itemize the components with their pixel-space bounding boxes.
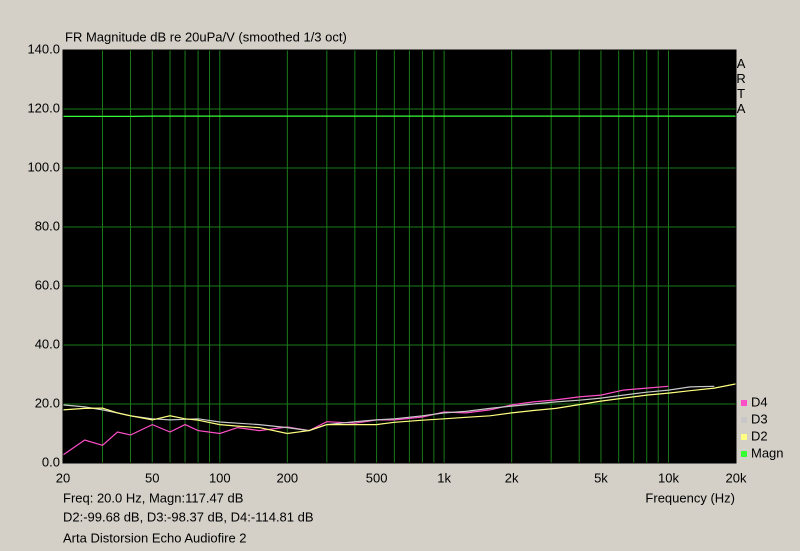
y-tick-label: 20.0 — [35, 395, 60, 410]
readout: Freq: 20.0 Hz, Magn:117.47 dB — [63, 490, 243, 505]
y-tick-label: 40.0 — [35, 336, 60, 351]
series-line — [62, 385, 669, 456]
x-tick-label: 200 — [276, 470, 298, 485]
x-axis-label: Frequency (Hz) — [645, 490, 735, 505]
y-tick-label: 140.0 — [27, 41, 60, 56]
side-label: ARTA — [734, 56, 749, 116]
legend-swatch — [741, 434, 747, 440]
x-tick-label: 50 — [145, 470, 159, 485]
plot-background — [63, 50, 736, 463]
legend-label: D3 — [751, 411, 768, 426]
readout: D2:-99.68 dB, D3:-98.37 dB, D4:-114.81 d… — [63, 509, 314, 524]
x-tick-label: 5k — [594, 470, 608, 485]
legend-swatch — [741, 451, 747, 457]
plot-border — [62, 49, 737, 464]
y-tick-label: 120.0 — [27, 100, 60, 115]
x-tick-label: 10k — [658, 470, 679, 485]
y-tick-label: 80.0 — [35, 218, 60, 233]
x-tick-label: 2k — [505, 470, 519, 485]
legend-swatch — [741, 400, 747, 406]
series-line — [62, 383, 737, 435]
chart-title: FR Magnitude dB re 20uPa/V (smoothed 1/3… — [65, 29, 347, 44]
y-tick-label: 0.0 — [42, 454, 60, 469]
y-tick-label: 60.0 — [35, 277, 60, 292]
legend-swatch — [741, 417, 747, 423]
legend-label: D2 — [751, 428, 768, 443]
legend-label: Magn — [751, 445, 784, 460]
x-tick-label: 20k — [726, 470, 747, 485]
y-tick-label: 100.0 — [27, 159, 60, 174]
legend-label: D4 — [751, 394, 768, 409]
x-tick-label: 1k — [437, 470, 451, 485]
footer: Arta Distorsion Echo Audiofire 2 — [63, 530, 247, 545]
x-tick-label: 20 — [56, 470, 70, 485]
x-tick-label: 100 — [209, 470, 231, 485]
x-tick-label: 500 — [366, 470, 388, 485]
